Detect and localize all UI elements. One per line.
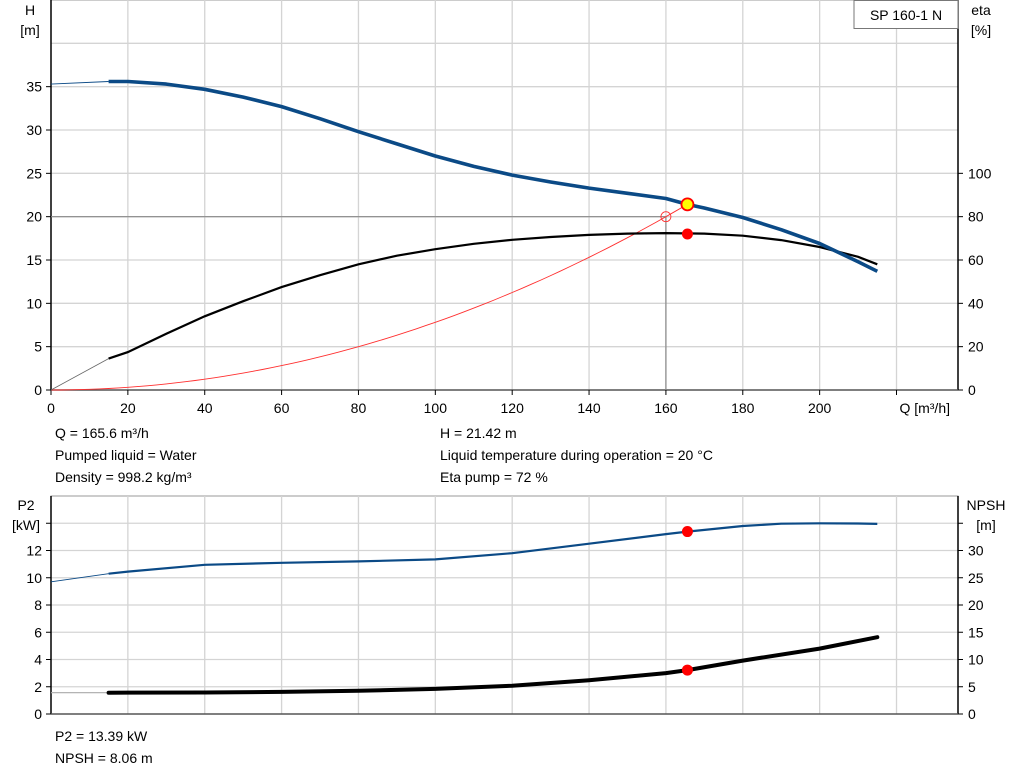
x-tick-label: 60 [274,400,290,416]
y-tick-label-left: 10 [26,570,42,586]
y-axis-label-left: P2 [17,497,34,513]
y-tick-label-right: 15 [968,624,984,640]
y-tick-label-left: 5 [34,339,42,355]
y-axis-unit-right: [%] [971,22,991,38]
y-tick-label-left: 30 [26,122,42,138]
info-h: H = 21.42 m [440,425,517,441]
x-tick-label: 120 [501,400,525,416]
y-tick-label-right: 10 [968,652,984,668]
info-npsh: NPSH = 8.06 m [55,750,153,766]
efficiency-curve [108,231,878,360]
head-efficiency-chart: 0 5 10 15 20 25 30 35 0 20 40 60 80 100 0 20 40 60 80 100 12… [20,0,992,416]
legend-box [853,0,959,29]
npsh-duty-point [681,664,693,676]
y-axis-label-left: H [25,2,35,18]
y-tick-label-right: 100 [968,165,992,181]
y-tick-label-left: 12 [26,543,42,559]
y-tick-label-right: 30 [968,543,984,559]
head-curve [108,79,879,273]
y-tick-label-left: 20 [26,209,42,225]
efficiency-duty-point [681,228,693,240]
y-tick-label-right: 25 [968,570,984,586]
info-q: Q = 165.6 m³/h [55,425,149,441]
x-tick-label: 200 [808,400,832,416]
y-tick-label-left: 15 [26,252,42,268]
y-axis-unit-left: [kW] [12,517,40,533]
power-npsh-chart: 0 2 4 6 8 10 12 0 5 10 15 20 25 30 P2 [kW] NPSH [m] [12,495,1006,722]
info-p2: P2 = 13.39 kW [55,728,148,744]
x-tick-label: 100 [424,400,448,416]
x-tick-label: 40 [197,400,213,416]
y-tick-label-left: 2 [34,679,42,695]
y-tick-label-right: 20 [968,339,984,355]
y-tick-label-right: 40 [968,295,984,311]
info-density: Density = 998.2 kg/m³ [55,469,192,485]
legend-label: SP 160-1 N [870,7,942,23]
y-tick-label-right: 20 [968,597,984,613]
y-tick-label-right: 60 [968,252,984,268]
x-tick-label: 20 [120,400,136,416]
info-liquid: Pumped liquid = Water [55,447,197,463]
head-curve-extrapolated [50,81,109,85]
info-eta: Eta pump = 72 % [440,469,548,485]
y-tick-label-right: 0 [968,706,976,722]
power-duty-point [681,526,693,538]
requested-point-marker [660,211,672,223]
y-axis-unit-right: [m] [976,517,995,533]
y-tick-label-left: 10 [26,295,42,311]
power-curve-extrapolated [50,573,109,583]
y-tick-label-left: 0 [34,382,42,398]
plot-area [50,0,959,391]
x-tick-label: 140 [577,400,601,416]
y-tick-label-left: 4 [34,652,42,668]
y-tick-label-right: 5 [968,679,976,695]
y-tick-label-left: 6 [34,624,42,640]
y-tick-label-left: 8 [34,597,42,613]
head-duty-point [680,197,695,212]
y-axis-label-right: NPSH [967,497,1006,513]
npsh-curve [106,635,880,695]
x-tick-label: 180 [731,400,755,416]
y-tick-label-left: 35 [26,79,42,95]
x-axis-label: Q [m³/h] [899,400,950,416]
y-axis-label-right: eta [971,2,991,18]
info-temperature: Liquid temperature during operation = 20… [440,447,713,463]
y-tick-label-right: 0 [968,382,976,398]
y-tick-label-left: 25 [26,165,42,181]
system-curve [51,204,688,391]
y-tick-label-right: 80 [968,209,984,225]
x-tick-label: 80 [351,400,367,416]
x-tick-label: 160 [654,400,678,416]
y-axis-unit-left: [m] [20,22,39,38]
x-tick-label: 0 [47,400,55,416]
efficiency-curve-extrapolated [50,358,109,391]
y-tick-label-left: 0 [34,706,42,722]
power-curve [108,522,878,575]
